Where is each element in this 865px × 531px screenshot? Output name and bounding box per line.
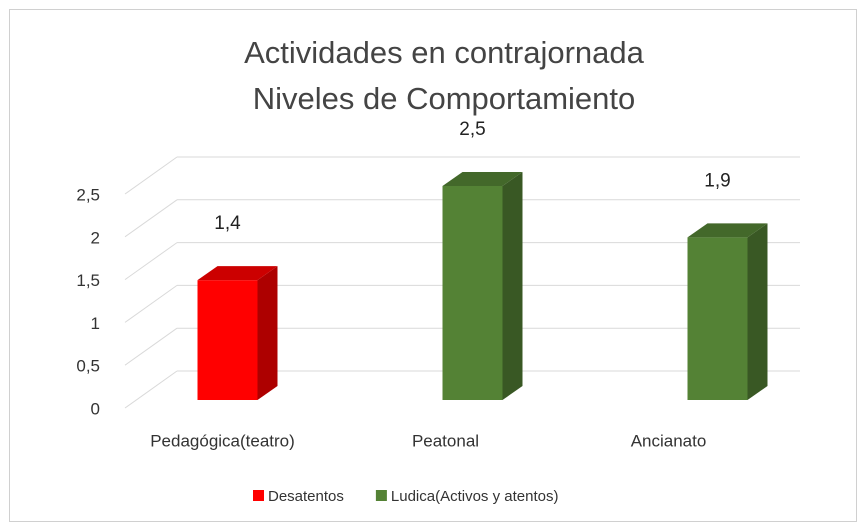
chart-title: Niveles de Comportamiento <box>253 81 636 116</box>
bar <box>687 237 748 400</box>
bar-top <box>442 172 523 186</box>
bar-side <box>502 172 523 400</box>
bar-side <box>257 266 278 400</box>
chart-title: Actividades en contrajornada <box>244 35 645 70</box>
bar-top <box>197 266 278 281</box>
legend-label: Desatentos <box>268 488 344 505</box>
grid-line <box>124 242 178 281</box>
bar-top <box>687 223 768 238</box>
grid-line <box>124 284 178 323</box>
data-label: 1,9 <box>704 170 730 191</box>
y-tick-label: 1,5 <box>76 271 100 290</box>
y-tick-label: 1 <box>91 314 100 333</box>
grid-line <box>124 199 178 238</box>
grid-line <box>124 156 178 195</box>
grid-line <box>124 327 178 366</box>
legend-swatch <box>253 490 264 501</box>
y-tick-label: 2,5 <box>76 185 100 204</box>
x-tick-label: Ancianato <box>631 431 707 450</box>
y-tick-label: 2 <box>91 228 100 247</box>
grid-line <box>124 370 178 409</box>
y-tick-label: 0,5 <box>76 357 100 376</box>
y-tick-label: 0 <box>91 399 100 418</box>
x-tick-label: Peatonal <box>412 431 479 450</box>
legend-label: Ludica(Activos y atentos) <box>391 488 559 505</box>
bar-side <box>747 223 768 400</box>
legend-swatch <box>375 490 387 501</box>
data-label: 2,5 <box>459 119 485 140</box>
x-tick-label: Pedagógica(teatro) <box>150 431 295 450</box>
bar <box>197 280 258 400</box>
data-label: 1,4 <box>214 213 241 234</box>
bar <box>442 186 503 400</box>
